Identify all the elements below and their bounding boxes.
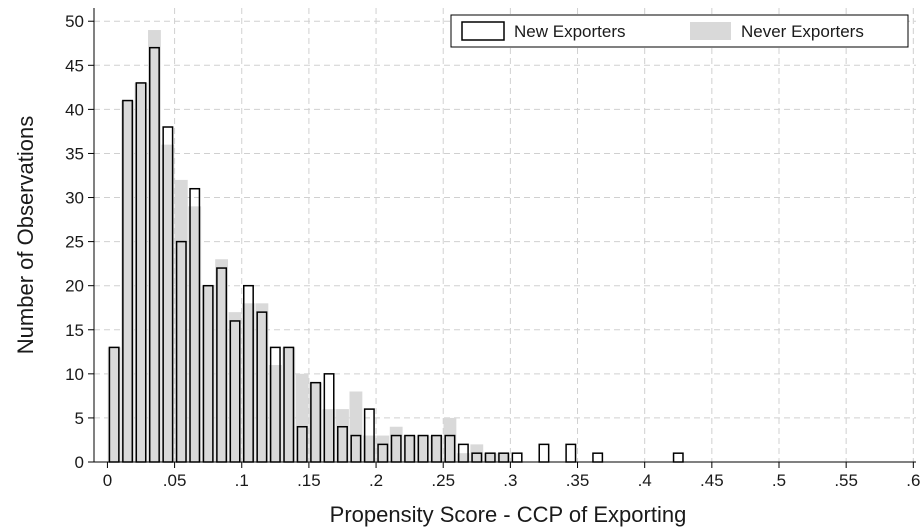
new-exporters-bar (229, 320, 241, 463)
new-exporters-bar (444, 434, 456, 463)
new-exporters-bar (256, 311, 268, 463)
new-exporters-bar (175, 240, 187, 463)
never-exporters-bar (295, 373, 309, 462)
never-exporters-bar (336, 409, 349, 462)
new-exporters-bar (323, 373, 335, 463)
new-exporters-bar (538, 443, 550, 463)
new-exporters-bar (283, 346, 295, 463)
new-exporters-bar (431, 434, 442, 463)
y-tick-label: 25 (65, 233, 84, 252)
never-exporters-bar (268, 365, 282, 462)
never-exporters-bar (107, 347, 121, 462)
x-tick-label: 0 (103, 471, 112, 490)
legend-swatch-new-exporters (461, 21, 505, 41)
x-tick-label: .35 (566, 471, 590, 490)
never-exporters-bar (188, 206, 202, 462)
x-tick-label: .3 (503, 471, 517, 490)
new-exporters-bar (377, 443, 389, 463)
legend-label-new-exporters: New Exporters (514, 22, 625, 41)
new-exporters-bar (457, 443, 469, 463)
y-tick-label: 45 (65, 56, 84, 75)
legend-label-never-exporters: Never Exporters (741, 22, 864, 41)
x-tick-label: .45 (700, 471, 724, 490)
never-exporters-bar (497, 453, 511, 462)
new-exporters-bar (498, 452, 510, 463)
new-exporters-bar (337, 425, 348, 463)
never-exporters-bar (121, 100, 134, 462)
never-exporters-bar (443, 417, 457, 462)
y-tick-label: 20 (65, 277, 84, 296)
new-exporters-bar (162, 126, 174, 463)
never-exporters-bar (148, 30, 161, 462)
x-tick-label: .55 (834, 471, 858, 490)
new-exporters-bar (511, 452, 523, 463)
never-exporters-bar (242, 303, 255, 462)
x-tick-label: .05 (163, 471, 187, 490)
new-exporters-bar (350, 434, 362, 463)
never-exporters-bar (201, 285, 215, 462)
y-tick-label: 15 (65, 321, 84, 340)
x-tick-label: .25 (431, 471, 455, 490)
new-exporters-bar (565, 443, 577, 463)
never-exporters-bar (403, 435, 417, 462)
new-exporters-bar (417, 434, 429, 463)
new-exporters-bar (135, 82, 147, 463)
new-exporters-bar (484, 452, 496, 463)
legend: New Exporters Never Exporters (450, 14, 909, 48)
x-tick-label: .15 (297, 471, 321, 490)
y-tick-label: 50 (65, 12, 84, 31)
new-exporters-bar (148, 46, 160, 463)
new-exporters-bar (363, 408, 375, 463)
new-exporters-bar (296, 425, 308, 463)
legend-box (450, 14, 909, 48)
never-exporters-series (107, 30, 511, 463)
never-exporters-bar (161, 144, 175, 462)
never-exporters-bar (483, 453, 497, 462)
never-exporters-bar (322, 409, 336, 462)
never-exporters-bar (255, 303, 269, 462)
never-exporters-bar (134, 82, 148, 462)
never-exporters-bar (456, 453, 470, 462)
new-exporters-bar (672, 452, 684, 463)
new-exporters-bar (122, 99, 134, 463)
y-tick-label: 40 (65, 100, 84, 119)
never-exporters-bar (376, 435, 390, 462)
new-exporters-bar (310, 381, 322, 463)
new-exporters-bar (189, 187, 201, 463)
never-exporters-bar (215, 259, 229, 462)
x-tick-label: .6 (906, 471, 920, 490)
y-tick-label: 5 (75, 409, 84, 428)
new-exporters-bar (471, 452, 483, 463)
new-exporters-bar (269, 346, 281, 463)
axes: 0 .05 .1 .15 .2 .25 .3 .35 .4 .45 .5 .55 .6 0 5 10 15 20 2… (65, 8, 920, 490)
never-exporters-bar (416, 435, 430, 462)
never-exporters-bar (309, 382, 323, 462)
new-exporters-bar (202, 284, 214, 463)
never-exporters-bar (349, 391, 363, 462)
new-exporters-bar (404, 434, 416, 463)
y-tick-label: 0 (75, 453, 84, 472)
new-exporters-bar (216, 267, 228, 463)
new-exporters-bar (592, 452, 604, 463)
y-tick-label: 30 (65, 189, 84, 208)
x-tick-label: .5 (772, 471, 786, 490)
x-tick-label: .1 (235, 471, 249, 490)
y-axis-title: Number of Observations (13, 116, 38, 354)
never-exporters-bar (362, 435, 376, 462)
never-exporters-bar (228, 312, 242, 462)
never-exporters-bar (430, 435, 443, 462)
never-exporters-bar (282, 347, 296, 462)
x-axis-title: Propensity Score - CCP of Exporting (330, 502, 687, 527)
legend-swatch-never-exporters (690, 22, 731, 40)
y-tick-label: 10 (65, 365, 84, 384)
y-tick-label: 35 (65, 144, 84, 163)
x-tick-label: .2 (369, 471, 383, 490)
new-exporters-bar (390, 434, 402, 463)
new-exporters-bar (242, 284, 254, 463)
never-exporters-bar (174, 179, 188, 463)
new-exporters-bar (108, 346, 120, 463)
x-tick-label: .4 (638, 471, 652, 490)
